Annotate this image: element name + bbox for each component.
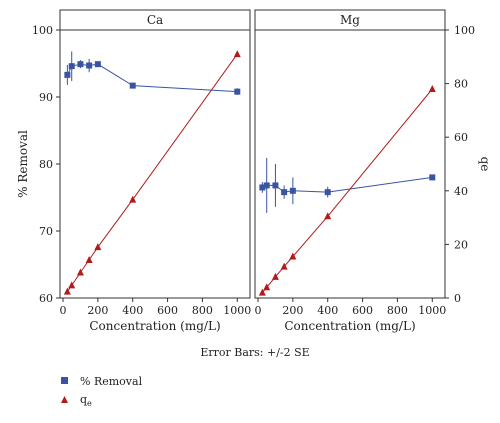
legend-removal-label: % Removal xyxy=(80,375,143,388)
ca-x-axis-title: Concentration (mg/L) xyxy=(89,319,220,333)
mg-panel-title: Mg xyxy=(340,13,360,27)
legend-qe-subscript: e xyxy=(87,399,92,408)
y2-tick-label: 100 xyxy=(454,24,475,37)
legend-qe-main: q xyxy=(80,393,87,406)
x-tick-label: 600 xyxy=(352,304,373,317)
x-tick-label: 1000 xyxy=(223,304,251,317)
removal-point xyxy=(77,61,84,68)
removal-point xyxy=(281,189,288,196)
x-tick-label: 400 xyxy=(317,304,338,317)
qe-point xyxy=(94,243,102,251)
qe-point xyxy=(68,281,76,289)
removal-point xyxy=(324,189,331,196)
qe-point xyxy=(129,195,137,203)
mg-x-axis-title: Concentration (mg/L) xyxy=(284,319,415,333)
qe-point xyxy=(428,84,436,92)
x-tick-label: 0 xyxy=(60,304,67,317)
x-tick-label: 400 xyxy=(122,304,143,317)
legend: % Removal qe xyxy=(61,375,143,408)
y-tick-label: 100 xyxy=(32,24,53,37)
data-marks xyxy=(63,50,436,296)
qe-point xyxy=(263,283,271,291)
removal-point xyxy=(234,88,241,95)
legend-removal-marker xyxy=(61,377,68,384)
x-tick-label: 800 xyxy=(192,304,213,317)
y-tick-label: 90 xyxy=(39,91,53,104)
qe-point xyxy=(63,287,71,295)
removal-point xyxy=(86,62,93,69)
x-tick-label: 1000 xyxy=(418,304,446,317)
x-tick-label: 200 xyxy=(282,304,303,317)
removal-point xyxy=(129,82,136,89)
legend-qe-label: qe xyxy=(80,393,92,408)
error-bar-note: Error Bars: +/-2 SE xyxy=(200,346,309,359)
qe-point xyxy=(76,268,84,276)
qe-point xyxy=(289,252,297,260)
mg-panel-frame xyxy=(254,29,446,299)
y-tick-label: 60 xyxy=(39,292,53,305)
removal-point xyxy=(289,187,296,194)
y2-tick-label: 40 xyxy=(454,185,468,198)
legend-qe-marker xyxy=(61,396,68,403)
qe-point xyxy=(280,262,288,270)
x-tick-label: 800 xyxy=(387,304,408,317)
ca-panel-title: Ca xyxy=(147,13,163,27)
x-tick-label: 200 xyxy=(87,304,108,317)
removal-point xyxy=(68,63,75,70)
qe-point xyxy=(271,272,279,280)
removal-point xyxy=(259,184,266,191)
y2-tick-label: 20 xyxy=(454,238,468,251)
qe-point xyxy=(233,50,241,58)
x-tick-label: 0 xyxy=(255,304,262,317)
qe-point xyxy=(85,255,93,263)
y2-tick-label: 60 xyxy=(454,131,468,144)
qe-point xyxy=(324,212,332,220)
removal-point xyxy=(94,61,101,68)
removal-point xyxy=(272,182,279,189)
y-tick-label: 70 xyxy=(39,225,53,238)
removal-point xyxy=(64,71,71,78)
right-y-axis-title: qe xyxy=(478,157,492,172)
y-tick-label: 80 xyxy=(39,158,53,171)
x-tick-label: 600 xyxy=(157,304,178,317)
y2-tick-label: 80 xyxy=(454,78,468,91)
removal-point xyxy=(429,174,436,181)
removal-point xyxy=(263,182,270,189)
qe-point xyxy=(258,288,266,296)
y2-tick-label: 0 xyxy=(454,292,461,305)
ca-panel-frame xyxy=(59,29,251,299)
left-y-axis-title: % Removal xyxy=(16,130,30,198)
